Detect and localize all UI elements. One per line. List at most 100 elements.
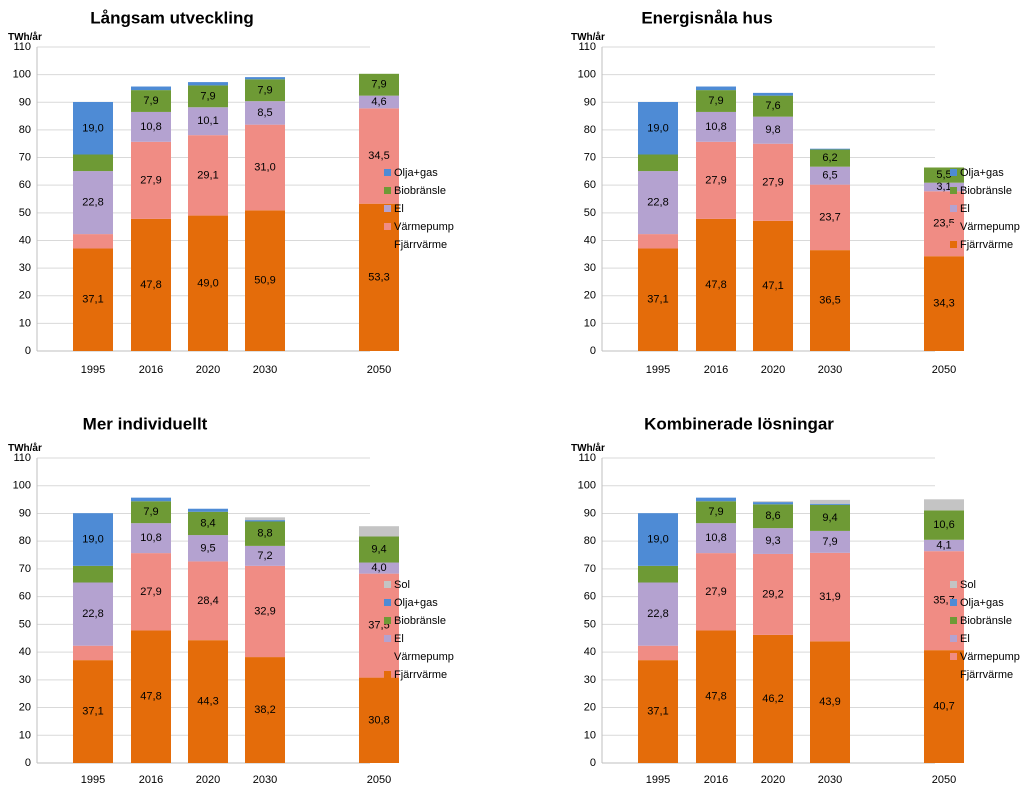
bar-segment-olja-gas-2016 bbox=[131, 86, 171, 91]
bar-segment-olja-gas-2020 bbox=[753, 92, 793, 96]
y-tick-label: 30 bbox=[584, 674, 596, 686]
bar-segment-fj-rrv-rme-2020 bbox=[753, 220, 793, 351]
legend-swatch-v-rmepump bbox=[384, 223, 391, 230]
bar-segment-fj-rrv-rme-2016 bbox=[131, 630, 171, 763]
y-tick-label: 80 bbox=[584, 535, 596, 547]
data-label-olja-gas: 19,0 bbox=[82, 122, 103, 134]
bar-segment-fj-rrv-rme-2016 bbox=[696, 218, 736, 351]
legend-swatch-olja-gas bbox=[950, 599, 957, 606]
data-label-el: 10,8 bbox=[140, 532, 161, 544]
y-tick-label: 0 bbox=[590, 345, 596, 357]
data-label-fj-rrv-rme: 36,5 bbox=[819, 295, 840, 307]
y-tick-label: 80 bbox=[19, 124, 31, 136]
bar-segment-el-2030 bbox=[810, 530, 850, 553]
legend-swatch-fj-rrv-rme bbox=[950, 671, 957, 678]
x-tick-label-2050: 2050 bbox=[932, 364, 956, 376]
legend-label-el: El bbox=[960, 633, 970, 645]
bar-segment-fj-rrv-rme-2030 bbox=[810, 250, 850, 351]
data-label-v-rmepump: 31,9 bbox=[819, 591, 840, 603]
data-label-biobr-nsle: 7,9 bbox=[708, 95, 723, 107]
bar-segment-biobr-nsle-2020 bbox=[753, 504, 793, 529]
bar-segment-v-rmepump-2016 bbox=[131, 141, 171, 219]
y-axis-unit: TWh/år bbox=[8, 31, 42, 43]
chart-title: Långsam utveckling bbox=[90, 9, 253, 28]
legend-label-olja-gas: Olja+gas bbox=[960, 167, 1004, 179]
legend-swatch-v-rmepump bbox=[950, 223, 957, 230]
bar-segment-sol-2030 bbox=[810, 499, 850, 504]
y-axis-unit: TWh/år bbox=[8, 442, 42, 454]
legend-label-el: El bbox=[960, 203, 970, 215]
bar-segment-el-2016 bbox=[696, 523, 736, 554]
y-tick-label: 90 bbox=[19, 96, 31, 108]
y-tick-label: 110 bbox=[578, 452, 596, 464]
x-tick-label-1995: 1995 bbox=[81, 774, 105, 786]
data-label-biobr-nsle: 7,9 bbox=[200, 90, 215, 102]
data-label-olja-gas: 19,0 bbox=[82, 534, 103, 546]
legend-swatch-fj-rrv-rme bbox=[384, 671, 391, 678]
data-label-el: 8,5 bbox=[257, 107, 272, 119]
y-tick-label: 0 bbox=[25, 757, 31, 769]
data-label-v-rmepump: 31,0 bbox=[254, 161, 275, 173]
bar-segment-v-rmepump-2050 bbox=[924, 191, 964, 257]
x-tick-label-1995: 1995 bbox=[646, 364, 670, 376]
data-label-olja-gas: 19,0 bbox=[647, 122, 668, 134]
bar-segment-sol-2020 bbox=[753, 501, 793, 503]
y-tick-label: 10 bbox=[584, 729, 596, 741]
y-tick-label: 80 bbox=[19, 535, 31, 547]
data-label-biobr-nsle: 7,9 bbox=[257, 84, 272, 96]
y-tick-label: 20 bbox=[584, 290, 596, 302]
bar-segment-el-2050 bbox=[924, 539, 964, 552]
legend-swatch-fj-rrv-rme bbox=[384, 241, 391, 248]
bar-segment-biobr-nsle-2030 bbox=[245, 521, 285, 546]
data-label-v-rmepump: 23,5 bbox=[933, 218, 954, 230]
x-tick-label-2020: 2020 bbox=[761, 364, 785, 376]
bar-segment-v-rmepump-2030 bbox=[810, 552, 850, 642]
bar-segment-el-2050 bbox=[924, 182, 964, 192]
data-label-biobr-nsle: 7,9 bbox=[143, 506, 158, 518]
bar-segment-biobr-nsle-2020 bbox=[753, 95, 793, 117]
x-tick-label-1995: 1995 bbox=[81, 364, 105, 376]
data-label-v-rmepump: 23,7 bbox=[819, 211, 840, 223]
legend-label-v-rmepump: Värmepump bbox=[960, 651, 1020, 663]
data-label-v-rmepump: 27,9 bbox=[705, 174, 726, 186]
bar-segment-olja-gas-1995 bbox=[638, 513, 678, 566]
bar-segment-olja-gas-2030 bbox=[810, 503, 850, 505]
bar-segment-olja-gas-2030 bbox=[810, 148, 850, 150]
x-tick-label-2016: 2016 bbox=[704, 774, 728, 786]
bar-segment-olja-gas-2016 bbox=[696, 86, 736, 91]
bar-segment-biobr-nsle-2030 bbox=[810, 504, 850, 531]
legend-swatch-fj-rrv-rme bbox=[950, 241, 957, 248]
bar-segment-v-rmepump-2020 bbox=[188, 135, 228, 216]
data-label-el: 7,9 bbox=[822, 536, 837, 548]
x-tick-label-2030: 2030 bbox=[818, 364, 842, 376]
legend-swatch-sol bbox=[950, 581, 957, 588]
data-label-fj-rrv-rme: 37,1 bbox=[647, 706, 668, 718]
legend-swatch-olja-gas bbox=[384, 169, 391, 176]
y-tick-label: 110 bbox=[578, 41, 596, 53]
y-tick-label: 10 bbox=[584, 317, 596, 329]
data-label-biobr-nsle: 10,6 bbox=[933, 519, 954, 531]
bar-segment-el-1995 bbox=[73, 171, 113, 235]
y-tick-label: 50 bbox=[19, 618, 31, 630]
data-label-biobr-nsle: 9,4 bbox=[822, 512, 837, 524]
legend-label-fj-rrv-rme: Fjärrvärme bbox=[960, 239, 1013, 251]
data-label-el: 9,8 bbox=[765, 124, 780, 136]
data-label-olja-gas: 19,0 bbox=[647, 534, 668, 546]
chart-title: Energisnåla hus bbox=[641, 9, 772, 28]
data-label-fj-rrv-rme: 38,2 bbox=[254, 704, 275, 716]
bar-segment-biobr-nsle-2030 bbox=[245, 79, 285, 102]
data-label-el: 7,2 bbox=[257, 550, 272, 562]
data-label-fj-rrv-rme: 53,3 bbox=[368, 271, 389, 283]
data-label-biobr-nsle: 6,2 bbox=[822, 152, 837, 164]
data-label-v-rmepump: 34,5 bbox=[368, 150, 389, 162]
data-label-biobr-nsle: 5,5 bbox=[936, 169, 951, 181]
x-tick-label-2020: 2020 bbox=[761, 774, 785, 786]
bar-segment-el-1995 bbox=[73, 582, 113, 646]
bar-segment-biobr-nsle-2050 bbox=[359, 536, 399, 563]
bar-segment-olja-gas-1995 bbox=[73, 513, 113, 566]
data-label-fj-rrv-rme: 47,8 bbox=[140, 279, 161, 291]
data-label-el: 9,5 bbox=[200, 542, 215, 554]
y-tick-label: 40 bbox=[19, 234, 31, 246]
legend-label-olja-gas: Olja+gas bbox=[394, 597, 438, 609]
data-label-fj-rrv-rme: 47,8 bbox=[140, 691, 161, 703]
